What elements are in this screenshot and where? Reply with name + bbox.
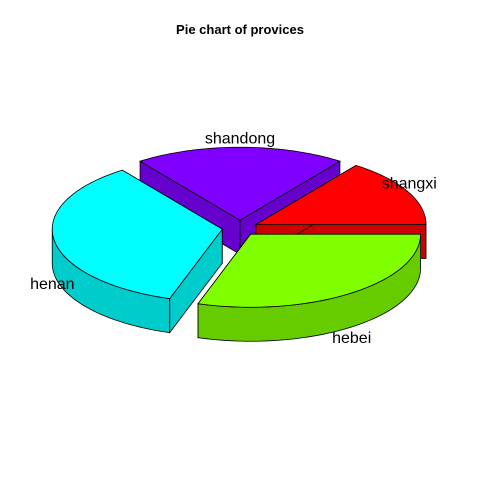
chart-title: Pie chart of provices bbox=[176, 22, 304, 37]
slice-henan bbox=[51, 169, 223, 334]
pie-sides bbox=[51, 146, 427, 342]
slice-label-shandong: shandong bbox=[205, 130, 275, 147]
slice-top-shangxi bbox=[254, 164, 427, 225]
slice-label-hebei: hebei bbox=[332, 330, 371, 347]
slice-label-shangxi: shangxi bbox=[382, 175, 437, 192]
pie-labels: shangxi shandong henan hebei bbox=[30, 130, 437, 347]
slice-hebei bbox=[197, 233, 421, 342]
slice-top-shandong bbox=[139, 146, 341, 221]
slice-label-henan: henan bbox=[30, 276, 75, 293]
slice-top-henan bbox=[51, 169, 223, 300]
slice-top-hebei bbox=[197, 233, 421, 308]
